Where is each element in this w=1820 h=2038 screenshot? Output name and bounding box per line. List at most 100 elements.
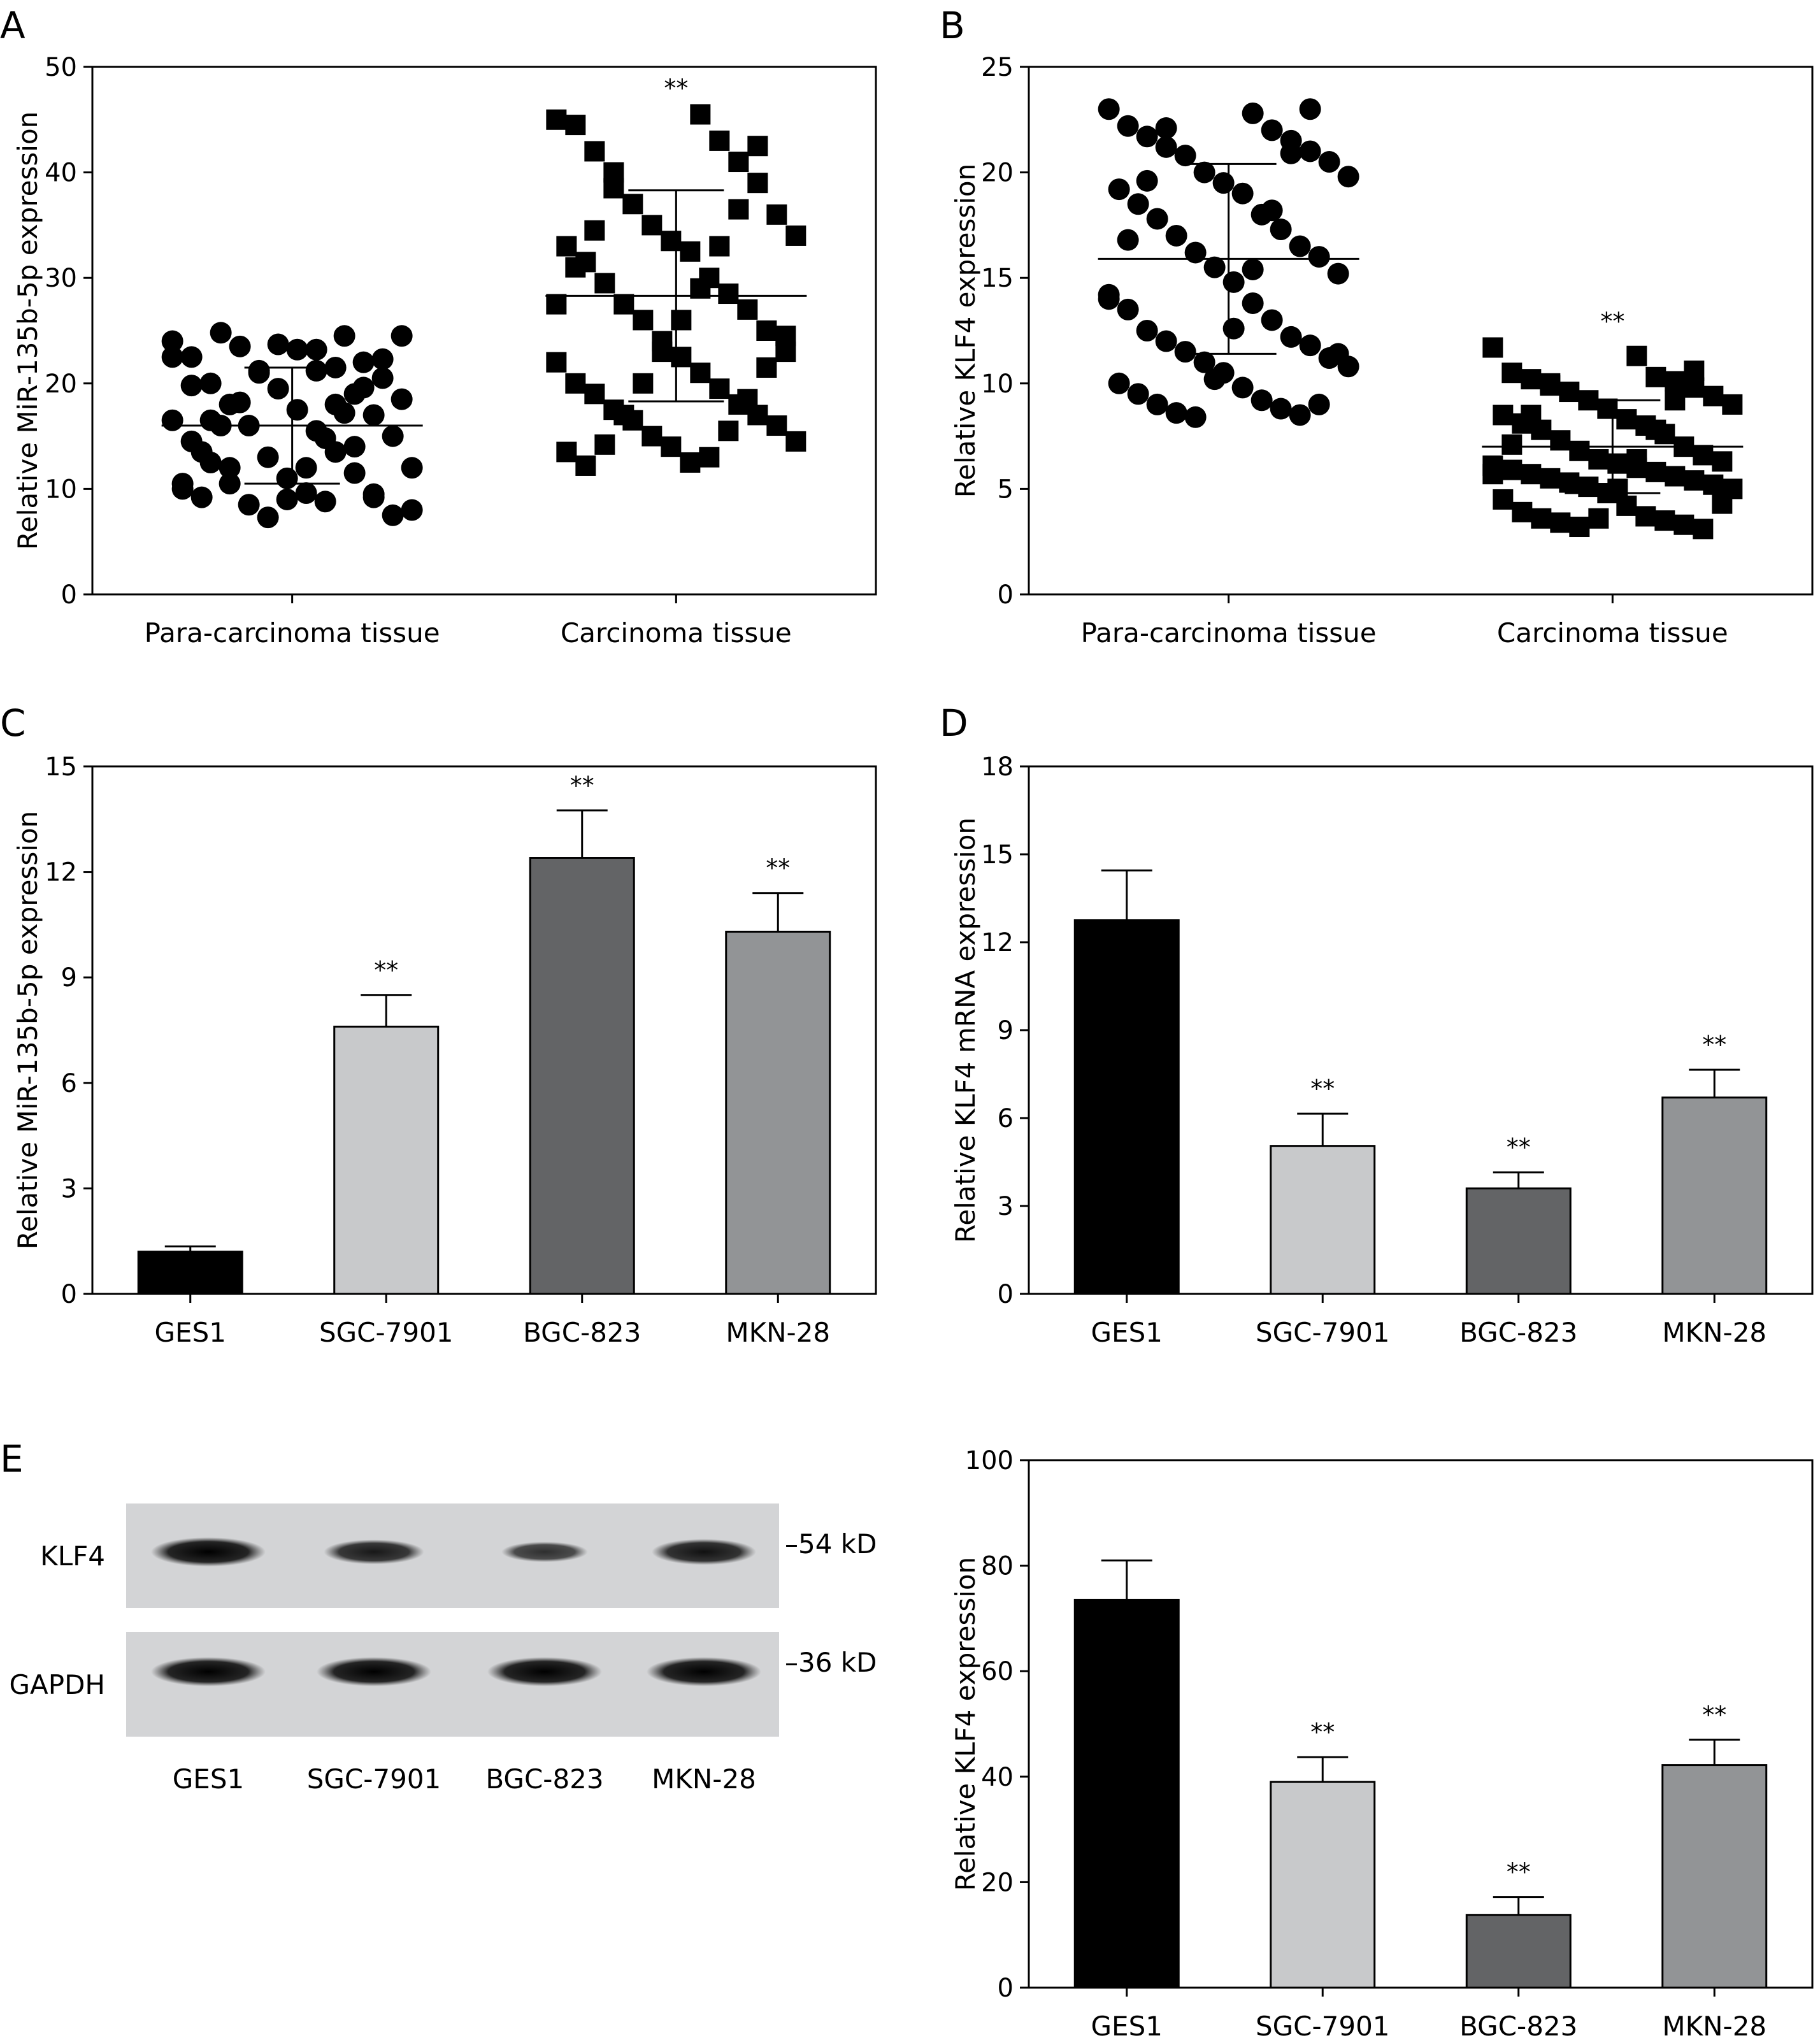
data-point [1165,224,1187,247]
data-point [180,346,203,368]
data-point [190,441,213,463]
data-point [1289,235,1311,257]
data-point [1540,375,1561,396]
data-point [382,504,404,526]
data-point [709,236,730,257]
data-point [1501,362,1523,384]
blot-band [652,1539,756,1565]
x-category-label: Carcinoma tissue [561,617,792,649]
plot-frame [91,66,877,596]
data-point [680,241,701,262]
data-point [584,141,605,162]
data-point [766,204,787,225]
data-point [671,310,692,331]
data-point [1597,398,1618,419]
data-point [1222,271,1245,293]
data-point [1299,98,1321,120]
data-point [171,473,194,495]
data-point [1146,393,1168,415]
data-point [1299,140,1321,162]
data-point [1501,459,1523,480]
y-axis-title: Relative MiR-135b-5p expression [12,811,43,1250]
data-point [728,152,749,173]
data-point [1673,514,1695,535]
data-point [1098,288,1120,310]
data-point [1693,445,1714,466]
data-point [1108,178,1130,201]
blot-lane-label: MKN-28 [652,1763,756,1795]
data-point [699,447,720,468]
data-point [257,446,279,468]
data-point [1684,470,1705,491]
data-point [1117,115,1139,137]
y-tick-label: 9 [61,963,77,993]
data-point [1231,377,1254,399]
x-category-label: SGC-7901 [1256,1317,1390,1348]
data-point [652,341,673,362]
y-tick-label: 20 [981,1868,1014,1897]
data-point [1242,258,1264,280]
data-point [229,335,251,357]
data-point [1242,292,1264,314]
y-tick-label: 0 [998,1974,1014,2003]
data-point [371,348,394,370]
data-point [1136,126,1158,148]
data-point [622,194,643,215]
blot-band [487,1657,602,1686]
data-point [362,404,385,426]
significance-label: ** [1702,1031,1726,1059]
blot-lane-label: BGC-823 [485,1763,603,1795]
data-point [1645,461,1666,482]
data-point [594,434,615,455]
data-point [1588,449,1609,470]
data-point [1193,351,1215,373]
data-point [1117,298,1139,320]
y-tick-label: 40 [981,1763,1014,1792]
data-point [267,378,289,400]
y-axis-title: Relative KLF4 expression [950,1557,981,1891]
data-point [546,352,567,373]
significance-label: ** [1507,1858,1531,1886]
data-point [747,136,768,157]
plot-frame [91,765,877,1295]
data-point [709,378,730,399]
y-tick-label: 0 [61,580,77,610]
bar [1270,1145,1376,1295]
data-point [1616,409,1637,430]
significance-label: ** [1600,307,1624,335]
data-point [1098,98,1120,120]
data-point [190,486,213,508]
y-tick-label: 10 [45,475,77,504]
data-point [1703,474,1724,495]
data-point [1155,330,1177,352]
data-point [1501,434,1523,455]
y-tick-label: 18 [981,752,1014,782]
data-point [690,104,711,125]
data-point [1482,337,1503,358]
y-tick-label: 0 [998,580,1014,610]
data-point [680,452,701,473]
data-point [305,359,327,382]
data-point [613,294,634,315]
data-point [199,372,222,394]
bar [725,930,831,1295]
data-point [1665,371,1686,392]
blot-row-label: KLF4 [40,1540,105,1572]
bar [1465,1187,1572,1295]
data-point [1127,193,1149,215]
data-point [295,482,317,505]
data-point [286,399,308,421]
data-point [690,362,711,384]
blot-lane-label: GES1 [173,1763,244,1795]
data-point [633,373,654,394]
data-point [343,436,366,458]
data-point [1327,262,1349,285]
panel-e-bar-chart: 0 20 40 60 80 100 Relative KLF4 expression GES1… [950,1446,1814,2038]
x-category-label: SGC-7901 [319,1317,454,1348]
blot-band [151,1537,266,1567]
data-point [1531,508,1552,529]
data-point [199,409,222,431]
data-point [401,457,423,479]
data-point [1512,501,1533,522]
data-point [747,173,768,194]
